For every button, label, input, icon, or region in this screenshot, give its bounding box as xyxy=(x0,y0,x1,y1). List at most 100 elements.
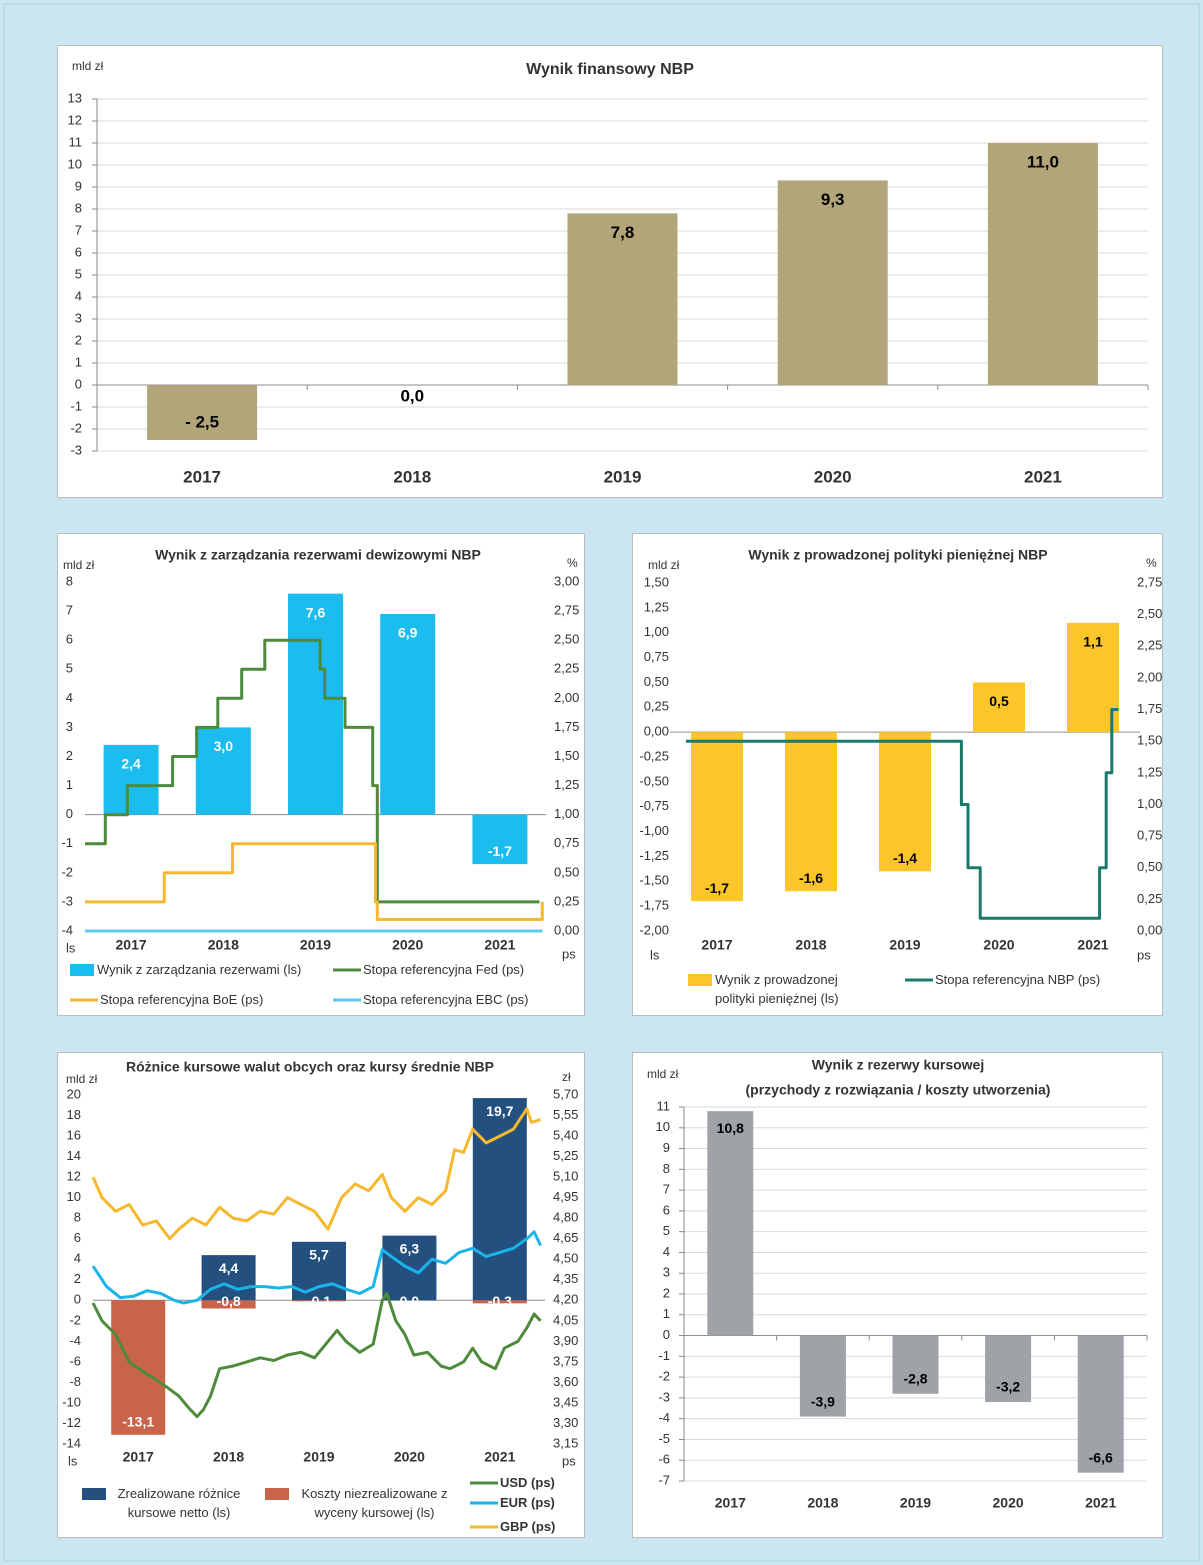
y2-tick-label: 3,30 xyxy=(553,1415,578,1430)
y-tick-label: 11 xyxy=(69,134,83,149)
y-tick-label: 3 xyxy=(66,719,73,734)
data-label: 9,3 xyxy=(821,190,845,209)
x-tick-label: 2017 xyxy=(123,1449,154,1465)
bar xyxy=(799,1335,846,1417)
y-tick-label: 0 xyxy=(74,1292,81,1307)
x-tick-label: 2021 xyxy=(1024,467,1062,486)
y-tick-label: -1,00 xyxy=(639,823,669,838)
x-tick-label: 2020 xyxy=(394,1449,425,1465)
y-tick-label: 8 xyxy=(75,200,82,215)
data-label: 5,7 xyxy=(309,1246,329,1262)
data-label: 1,1 xyxy=(1083,633,1103,649)
y-tick-label: 0 xyxy=(663,1327,670,1342)
y-tick-label: 1,00 xyxy=(644,624,669,639)
y-axis-label: mld zł xyxy=(648,558,680,572)
y-tick-label: 6 xyxy=(663,1202,670,1217)
data-label: -1,7 xyxy=(488,843,512,859)
y2-tick-label: 2,25 xyxy=(554,661,579,676)
y-tick-label: 20 xyxy=(67,1086,81,1101)
y-tick-label: 8 xyxy=(66,573,73,588)
chart-title: Różnice kursowe walut obcych oraz kursy … xyxy=(126,1059,494,1075)
x-tick-label: 2021 xyxy=(484,1449,515,1465)
y2-tick-label: 2,50 xyxy=(554,632,579,647)
y-tick-label: -3 xyxy=(70,442,82,457)
bar xyxy=(987,143,1098,385)
y2-tick-label: 0,50 xyxy=(554,864,579,879)
y-tick-label: 13 xyxy=(68,90,82,105)
y2-tick-label: 5,40 xyxy=(553,1127,578,1142)
y-axis-label: mld zł xyxy=(72,59,104,73)
x-tick-label: 2020 xyxy=(983,937,1014,953)
x-tick-label: 2017 xyxy=(183,467,221,486)
y-tick-label: 8 xyxy=(663,1161,670,1176)
legend-label: USD (ps) xyxy=(500,1475,555,1490)
legend-label: Stopa referencyjna Fed (ps) xyxy=(363,962,525,977)
y2-tick-label: 0,75 xyxy=(1137,828,1162,843)
line-series xyxy=(91,1292,542,1419)
y-tick-label: -6 xyxy=(658,1452,670,1467)
y2-tick-label: 3,15 xyxy=(553,1435,578,1450)
legend-label: Stopa referencyjna BoE (ps) xyxy=(100,992,264,1007)
bar xyxy=(785,732,837,892)
data-label: -6,6 xyxy=(1089,1449,1113,1465)
bar xyxy=(985,1335,1032,1403)
y2-tick-label: 1,00 xyxy=(554,806,579,821)
y2-tick-label: 0,25 xyxy=(554,893,579,908)
y-tick-label: 0 xyxy=(75,376,82,391)
y2-tick-label: 2,00 xyxy=(554,690,579,705)
y-tick-label: 3 xyxy=(663,1265,670,1280)
y-tick-label: 9 xyxy=(663,1140,670,1155)
data-label: 19,7 xyxy=(486,1103,513,1119)
y-tick-label: 5 xyxy=(66,661,73,676)
y2-tick-label: 2,75 xyxy=(554,603,579,618)
data-label: -3,2 xyxy=(996,1379,1020,1395)
y-tick-label: 12 xyxy=(67,1169,81,1184)
y2-tick-label: 3,45 xyxy=(553,1394,578,1409)
x-tick-label: 2017 xyxy=(701,937,732,953)
x-tick-label: 2020 xyxy=(814,467,852,486)
legend-label: Stopa referencyjna NBP (ps) xyxy=(935,972,1101,987)
y2-axis-label: % xyxy=(1146,556,1157,570)
legend-swatch xyxy=(265,1488,289,1500)
legend-label: Zrealizowane różnice kursowe netto (ls) xyxy=(117,1486,241,1520)
data-label: -2,8 xyxy=(903,1370,927,1386)
data-label: 3,0 xyxy=(214,738,234,754)
y-tick-label: -12 xyxy=(62,1415,81,1430)
y2-tick-label: 2,00 xyxy=(1137,669,1162,684)
x-tick-label: 2019 xyxy=(303,1449,334,1465)
y-tick-label: 4 xyxy=(66,690,73,705)
x-tick-label: 2019 xyxy=(889,937,920,953)
y-tick-label: 1,50 xyxy=(644,574,669,589)
y-tick-label: 9 xyxy=(75,178,82,193)
data-label: -0,1 xyxy=(307,1293,331,1309)
y-tick-label: -5 xyxy=(658,1431,670,1446)
legend-label: EUR (ps) xyxy=(500,1495,555,1510)
x-tick-label: 2019 xyxy=(300,937,331,953)
x-tick-label: 2018 xyxy=(393,467,431,486)
y-tick-label: 4 xyxy=(75,288,82,303)
y2-tick-label: 0,00 xyxy=(554,922,579,937)
y2-tick-label: 1,25 xyxy=(554,777,579,792)
y-tick-label: -4 xyxy=(658,1410,670,1425)
bar xyxy=(201,1300,256,1309)
bar xyxy=(879,732,931,872)
data-label: 6,3 xyxy=(400,1240,420,1256)
line-series xyxy=(686,708,1119,920)
y-tick-label: -6 xyxy=(69,1353,81,1368)
y-tick-label: -1 xyxy=(61,835,73,850)
y-axis-label: mld zł xyxy=(66,1072,98,1086)
y-tick-label: 1 xyxy=(75,354,82,369)
line-series xyxy=(85,842,544,921)
x-tick-label: 2020 xyxy=(993,1495,1024,1511)
x-tick-label: 2020 xyxy=(392,937,423,953)
y-tick-label: -2 xyxy=(70,420,82,435)
y2-tick-label: 1,50 xyxy=(554,748,579,763)
y-tick-label: -1 xyxy=(658,1348,670,1363)
y-tick-label: 7 xyxy=(66,603,73,618)
y2-tick-label: 3,00 xyxy=(554,573,579,588)
y-axis-label: mld zł xyxy=(647,1067,679,1081)
y-tick-label: -1,50 xyxy=(639,873,669,888)
y-tick-label: 14 xyxy=(67,1148,81,1163)
bar xyxy=(103,744,159,815)
y-tick-label: 18 xyxy=(67,1107,81,1122)
